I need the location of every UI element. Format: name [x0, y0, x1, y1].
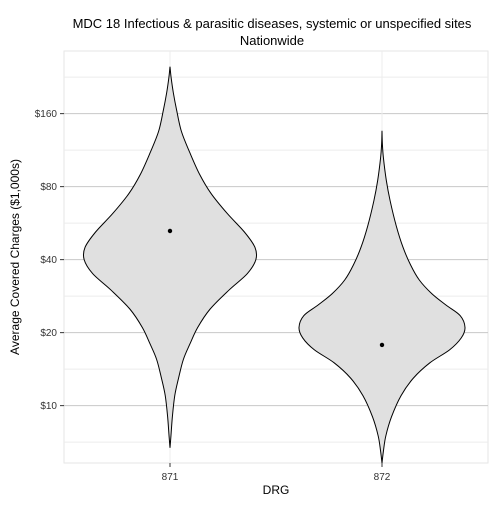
x-tick-label: 871	[162, 472, 179, 483]
mean-points	[167, 228, 385, 348]
chart-title: MDC 18 Infectious & parasitic diseases, …	[73, 16, 472, 31]
y-tick-label: $80	[40, 182, 57, 193]
violins	[82, 66, 466, 464]
y-axis-label: Average Covered Charges ($1,000s)	[8, 159, 22, 355]
x-axis-label: DRG	[263, 483, 290, 497]
y-axis: $10 $20 $40 $80 $160	[35, 109, 64, 412]
x-tick-label: 872	[374, 472, 391, 483]
violin-872	[298, 130, 466, 464]
y-tick-label: $20	[40, 328, 57, 339]
y-tick-label: $40	[40, 255, 57, 266]
mean-point-871	[167, 228, 173, 234]
chart-subtitle: Nationwide	[240, 33, 304, 48]
violin-871	[82, 66, 258, 448]
mean-point-872	[379, 342, 385, 348]
x-axis: 871 872	[162, 463, 391, 483]
y-tick-label: $10	[40, 401, 57, 412]
y-tick-label: $160	[35, 109, 58, 120]
